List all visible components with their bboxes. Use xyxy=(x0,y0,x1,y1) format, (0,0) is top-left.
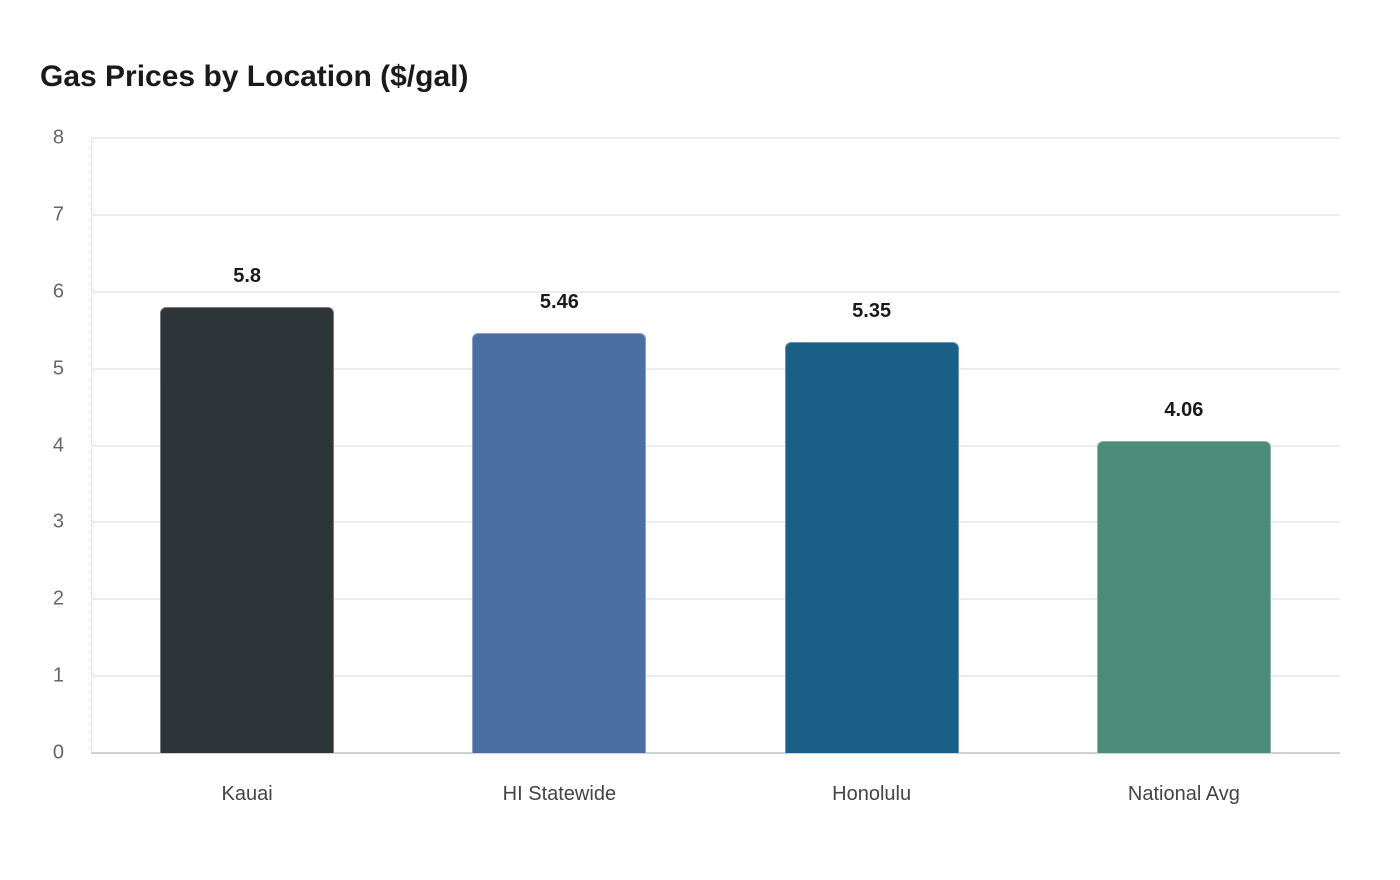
x-tick-label: Honolulu xyxy=(832,783,912,805)
gridline xyxy=(91,137,1340,139)
y-tick-label: 8 xyxy=(52,126,64,149)
bar-national-avg[interactable] xyxy=(1096,440,1271,753)
x-axis-line xyxy=(91,752,1340,754)
value-label: 5.35 xyxy=(852,299,892,322)
gridline xyxy=(91,367,1340,370)
gridline xyxy=(91,290,1340,293)
gridline xyxy=(91,444,1340,447)
value-label: 5.46 xyxy=(539,291,579,314)
chart-title: Gas Prices by Location ($/gal) xyxy=(40,60,469,93)
gridline xyxy=(91,521,1340,524)
gridline xyxy=(91,598,1340,601)
y-tick-label: 1 xyxy=(52,664,64,687)
bar-honolulu[interactable] xyxy=(784,341,959,753)
y-tick-label: 5 xyxy=(52,357,64,380)
x-tick-label: Kauai xyxy=(221,783,273,805)
y-tick-label: 3 xyxy=(52,510,64,533)
plot-area: 5.8 5.46 5.35 4.06 xyxy=(91,137,1340,754)
x-tick-label: National Avg xyxy=(1127,783,1240,805)
y-tick-label: 2 xyxy=(52,587,64,610)
bar-hi-statewide[interactable] xyxy=(472,333,647,753)
x-tick-label: HI Statewide xyxy=(502,783,617,805)
bar-kauai[interactable] xyxy=(160,307,335,753)
y-tick-label: 0 xyxy=(52,741,64,764)
y-tick-label: 7 xyxy=(52,203,64,226)
y-tick-label: 6 xyxy=(52,280,64,303)
y-tick-label: 4 xyxy=(52,434,64,456)
value-label: 4.06 xyxy=(1164,398,1204,421)
gridline xyxy=(91,213,1340,216)
gridline xyxy=(91,675,1340,678)
value-label: 5.8 xyxy=(233,265,262,288)
